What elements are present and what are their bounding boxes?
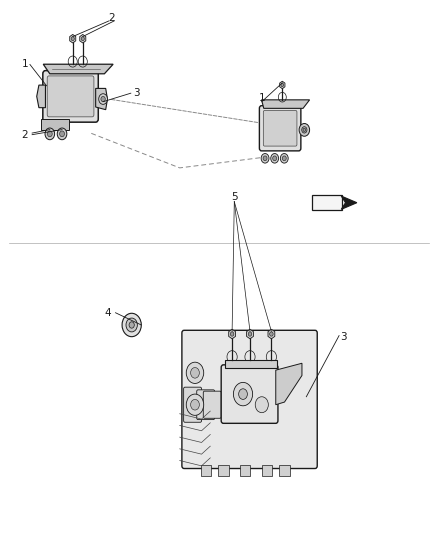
Circle shape <box>261 154 269 163</box>
Text: 3: 3 <box>340 332 347 342</box>
Text: 1: 1 <box>21 60 28 69</box>
Bar <box>240 465 251 477</box>
FancyBboxPatch shape <box>184 387 201 422</box>
Polygon shape <box>276 364 302 405</box>
FancyBboxPatch shape <box>259 106 301 151</box>
Circle shape <box>191 399 199 410</box>
Circle shape <box>129 322 134 328</box>
Polygon shape <box>41 119 70 130</box>
Polygon shape <box>279 81 285 88</box>
Circle shape <box>239 389 247 399</box>
Circle shape <box>60 131 64 137</box>
Circle shape <box>302 127 307 133</box>
Text: 2: 2 <box>21 130 28 140</box>
Circle shape <box>81 37 85 41</box>
Bar <box>262 465 272 477</box>
Text: 4: 4 <box>104 308 111 318</box>
Polygon shape <box>247 329 254 339</box>
FancyBboxPatch shape <box>197 390 215 419</box>
Circle shape <box>186 394 204 415</box>
Circle shape <box>255 397 268 413</box>
Bar <box>218 465 229 477</box>
Circle shape <box>281 83 284 87</box>
Circle shape <box>263 156 267 161</box>
Text: 5: 5 <box>231 192 237 203</box>
Circle shape <box>283 156 286 161</box>
Circle shape <box>270 332 273 336</box>
Polygon shape <box>43 64 113 74</box>
Circle shape <box>57 128 67 140</box>
Circle shape <box>248 332 252 336</box>
Circle shape <box>191 368 199 378</box>
Polygon shape <box>37 85 46 108</box>
FancyBboxPatch shape <box>182 330 317 469</box>
Circle shape <box>186 362 204 383</box>
Bar <box>279 465 290 477</box>
Circle shape <box>71 37 74 41</box>
FancyBboxPatch shape <box>221 365 278 423</box>
Circle shape <box>47 131 52 137</box>
Polygon shape <box>341 196 357 209</box>
Text: FWD: FWD <box>317 198 337 207</box>
Bar <box>201 465 211 477</box>
FancyBboxPatch shape <box>43 70 98 122</box>
Circle shape <box>101 96 105 102</box>
Polygon shape <box>268 329 275 339</box>
Circle shape <box>299 124 310 136</box>
Polygon shape <box>229 329 236 339</box>
Circle shape <box>122 313 141 337</box>
Circle shape <box>271 154 279 163</box>
Circle shape <box>230 332 234 336</box>
Text: 2: 2 <box>109 13 115 23</box>
Circle shape <box>303 128 306 132</box>
FancyBboxPatch shape <box>203 391 221 418</box>
Circle shape <box>99 94 107 104</box>
Polygon shape <box>80 35 86 43</box>
Polygon shape <box>95 88 107 110</box>
Text: 3: 3 <box>133 88 139 98</box>
Circle shape <box>45 128 55 140</box>
Polygon shape <box>70 35 76 43</box>
Text: 1: 1 <box>258 93 265 103</box>
Polygon shape <box>261 100 310 108</box>
Circle shape <box>126 318 138 332</box>
FancyBboxPatch shape <box>263 110 297 146</box>
Polygon shape <box>225 360 277 368</box>
FancyBboxPatch shape <box>47 76 94 117</box>
Circle shape <box>273 156 277 161</box>
Circle shape <box>280 154 288 163</box>
FancyBboxPatch shape <box>312 195 342 211</box>
Circle shape <box>233 382 253 406</box>
